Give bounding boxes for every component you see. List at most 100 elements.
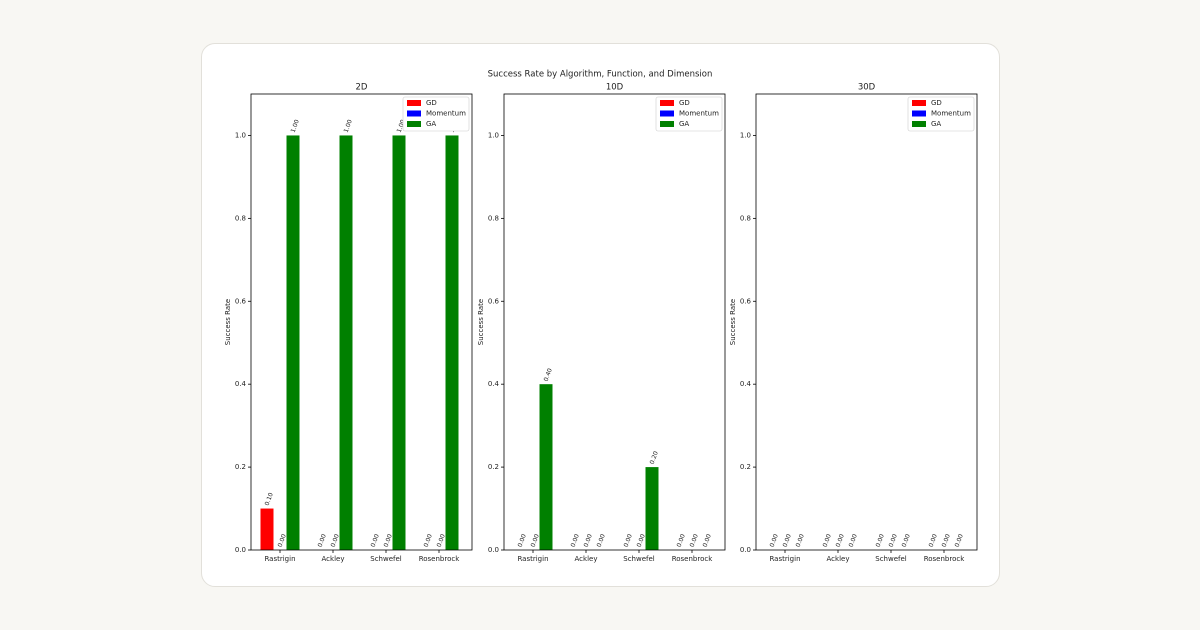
legend-label: GA	[931, 120, 941, 128]
x-tick-label: Schwefel	[623, 555, 655, 563]
legend-label: Momentum	[931, 110, 971, 118]
value-label: 0.00	[570, 533, 581, 548]
value-label: 0.40	[543, 367, 554, 382]
axes-frame	[250, 93, 473, 551]
y-axis-label: Success Rate	[477, 299, 485, 345]
legend-label: GD	[931, 99, 942, 107]
y-tick-label: 0.4	[235, 380, 247, 388]
value-label: 0.20	[649, 450, 660, 465]
x-tick-label: Rosenbrock	[924, 555, 966, 563]
legend-swatch	[912, 121, 926, 127]
legend-swatch	[407, 121, 421, 127]
value-label: 0.00	[954, 533, 965, 548]
y-tick-label: 0.6	[488, 297, 500, 305]
y-tick-label: 1.0	[488, 131, 499, 139]
value-label: 0.00	[370, 533, 381, 548]
value-label: 0.00	[277, 533, 288, 548]
value-label: 0.00	[769, 533, 780, 548]
bar	[645, 467, 659, 550]
card	[201, 43, 1000, 587]
value-label: 0.00	[875, 533, 886, 548]
value-label: 0.00	[383, 533, 394, 548]
value-label: 0.00	[530, 533, 541, 548]
y-tick-label: 0.2	[488, 463, 499, 471]
y-tick-label: 0.6	[740, 297, 752, 305]
x-tick-label: Rastrigin	[769, 555, 800, 563]
x-tick-label: Rosenbrock	[672, 555, 714, 563]
legend-label: GD	[679, 99, 690, 107]
y-tick-label: 0.2	[740, 463, 751, 471]
axes-title: 2D	[356, 83, 368, 93]
x-tick-label: Schwefel	[370, 555, 402, 563]
value-label: 0.00	[702, 533, 713, 548]
y-tick-label: 1.0	[235, 131, 246, 139]
y-axis-label: Success Rate	[224, 299, 232, 345]
value-label: 0.00	[636, 533, 647, 548]
x-tick-label: Ackley	[322, 555, 345, 563]
value-label: 1.00	[343, 119, 354, 134]
value-label: 0.00	[835, 533, 846, 548]
legend-label: Momentum	[426, 110, 466, 118]
y-tick-label: 0.0	[740, 546, 751, 554]
value-label: 0.00	[822, 533, 833, 548]
legend-label: GA	[426, 120, 436, 128]
value-label: 0.00	[330, 533, 341, 548]
y-tick-label: 0.8	[488, 214, 499, 222]
value-label: 0.10	[264, 492, 275, 507]
value-label: 0.00	[436, 533, 447, 548]
y-tick-label: 0.6	[235, 297, 247, 305]
legend-swatch	[912, 100, 926, 106]
value-label: 0.00	[901, 533, 912, 548]
legend-swatch	[660, 100, 674, 106]
value-label: 0.00	[517, 533, 528, 548]
y-tick-label: 1.0	[740, 131, 751, 139]
value-label: 0.00	[888, 533, 899, 548]
value-label: 1.00	[290, 119, 301, 134]
y-tick-label: 0.2	[235, 463, 246, 471]
legend-swatch	[912, 110, 926, 117]
value-label: 0.00	[782, 533, 793, 548]
value-label: 0.00	[623, 533, 634, 548]
x-tick-label: Rastrigin	[264, 555, 295, 563]
x-tick-label: Ackley	[575, 555, 598, 563]
value-label: 0.00	[583, 533, 594, 548]
value-label: 0.00	[795, 533, 806, 548]
legend-swatch	[407, 110, 421, 117]
y-tick-label: 0.4	[740, 380, 752, 388]
figure-title: Success Rate by Algorithm, Function, and…	[488, 70, 713, 80]
y-tick-label: 0.4	[488, 380, 500, 388]
bar	[260, 508, 274, 550]
x-tick-label: Ackley	[827, 555, 850, 563]
bar	[286, 135, 300, 551]
y-axis-label: Success Rate	[729, 299, 737, 345]
value-label: 0.00	[848, 533, 859, 548]
bar	[445, 135, 459, 551]
axes-frame	[503, 93, 726, 551]
bar	[392, 135, 406, 551]
axes-frame	[755, 93, 978, 551]
legend-label: GA	[679, 120, 689, 128]
x-tick-label: Rastrigin	[517, 555, 548, 563]
legend-swatch	[407, 100, 421, 106]
bar	[339, 135, 353, 551]
value-label: 0.00	[676, 533, 687, 548]
x-tick-label: Schwefel	[875, 555, 907, 563]
value-label: 0.00	[423, 533, 434, 548]
y-tick-label: 0.8	[235, 214, 246, 222]
x-tick-label: Rosenbrock	[419, 555, 461, 563]
legend-swatch	[660, 110, 674, 117]
axes-title: 30D	[858, 83, 876, 93]
value-label: 0.00	[317, 533, 328, 548]
value-label: 0.00	[689, 533, 700, 548]
y-tick-label: 0.0	[488, 546, 499, 554]
y-tick-label: 0.0	[235, 546, 246, 554]
axes-title: 10D	[606, 83, 624, 93]
y-tick-label: 0.8	[740, 214, 751, 222]
value-label: 0.00	[928, 533, 939, 548]
value-label: 0.00	[941, 533, 952, 548]
value-label: 0.00	[596, 533, 607, 548]
bar	[539, 384, 553, 550]
legend-label: Momentum	[679, 110, 719, 118]
